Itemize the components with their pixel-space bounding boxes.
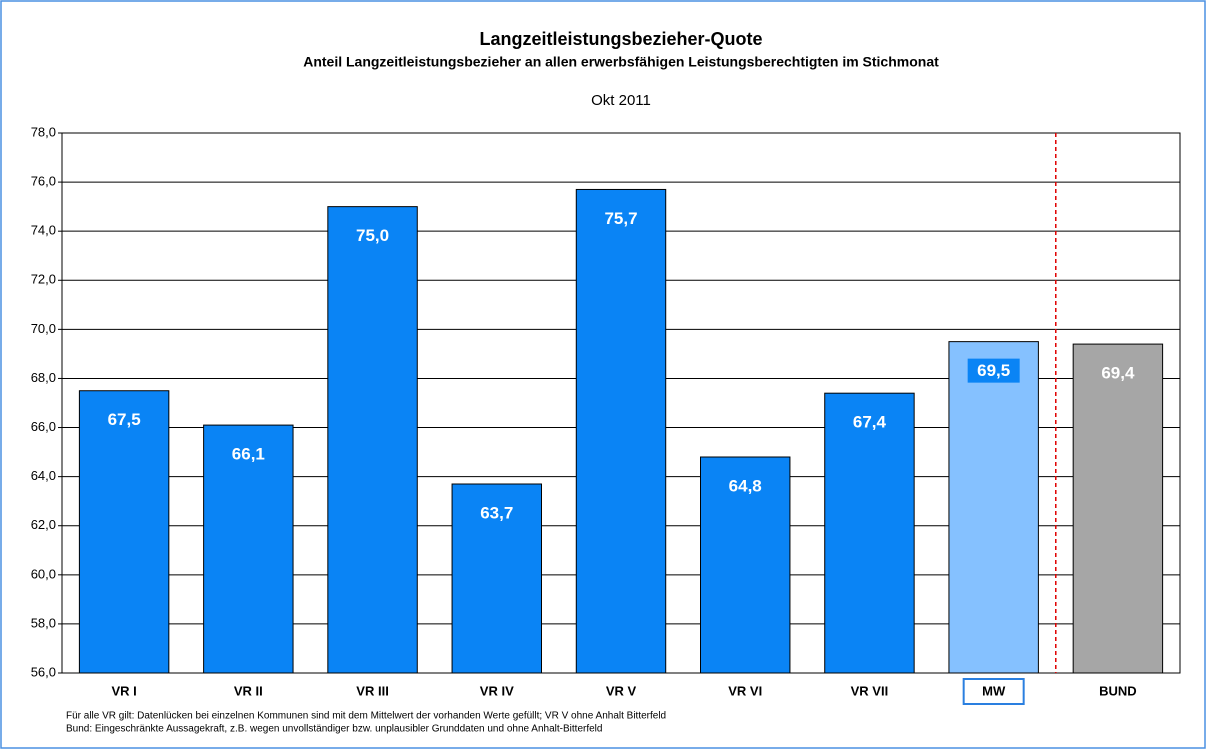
bar xyxy=(327,206,418,674)
y-tick-label: 78,0 xyxy=(31,124,56,139)
bar xyxy=(575,188,667,674)
x-tick-label: MW xyxy=(982,683,1006,698)
data-label: 64,8 xyxy=(729,476,762,495)
y-tick-label: 70,0 xyxy=(31,321,56,336)
data-label: 75,7 xyxy=(604,209,637,228)
y-tick-label: 72,0 xyxy=(31,272,56,287)
data-label: 63,7 xyxy=(480,503,513,522)
y-tick-label: 64,0 xyxy=(31,468,56,483)
period: Okt 2011 xyxy=(591,92,651,109)
y-tick-label: 62,0 xyxy=(31,517,56,532)
y-tick-label: 68,0 xyxy=(31,370,56,385)
data-label: 66,1 xyxy=(232,445,265,464)
x-tick-label: BUND xyxy=(1099,683,1137,698)
x-tick-label: VR VI xyxy=(728,683,762,698)
data-label: 75,0 xyxy=(356,226,389,245)
y-tick-label: 76,0 xyxy=(31,174,56,189)
y-tick-label: 74,0 xyxy=(31,223,56,238)
data-label: 69,5 xyxy=(977,361,1010,380)
y-tick-label: 60,0 xyxy=(31,566,56,581)
bar xyxy=(203,424,294,674)
bar xyxy=(78,390,170,674)
x-tick-label: VR I xyxy=(111,683,136,698)
x-tick-label: VR V xyxy=(606,683,637,698)
chart-subtitle: Anteil Langzeitleistungsbezieher an alle… xyxy=(303,54,939,70)
footnote: Bund: Eingeschränkte Aussagekraft, z.B. … xyxy=(66,724,602,735)
x-tick-label: VR VII xyxy=(851,683,889,698)
bar xyxy=(451,483,542,674)
bar xyxy=(1072,343,1164,674)
footnote: Für alle VR gilt: Datenlücken bei einzel… xyxy=(66,711,666,722)
x-tick-label: VR II xyxy=(234,683,263,698)
data-label: 69,4 xyxy=(1101,364,1135,383)
x-tick-label: VR III xyxy=(356,683,389,698)
data-label: 67,5 xyxy=(108,410,141,429)
bar xyxy=(824,392,915,674)
label-background xyxy=(967,358,1020,383)
x-tick-label: VR IV xyxy=(480,683,514,698)
y-tick-label: 56,0 xyxy=(31,664,56,679)
bar xyxy=(700,456,791,674)
highlight-box xyxy=(962,678,1025,705)
chart-title: Langzeitleistungsbezieher-Quote xyxy=(479,29,762,49)
data-label: 67,4 xyxy=(853,413,887,432)
y-tick-label: 58,0 xyxy=(31,615,56,630)
y-tick-label: 66,0 xyxy=(31,419,56,434)
bar xyxy=(948,341,1039,674)
